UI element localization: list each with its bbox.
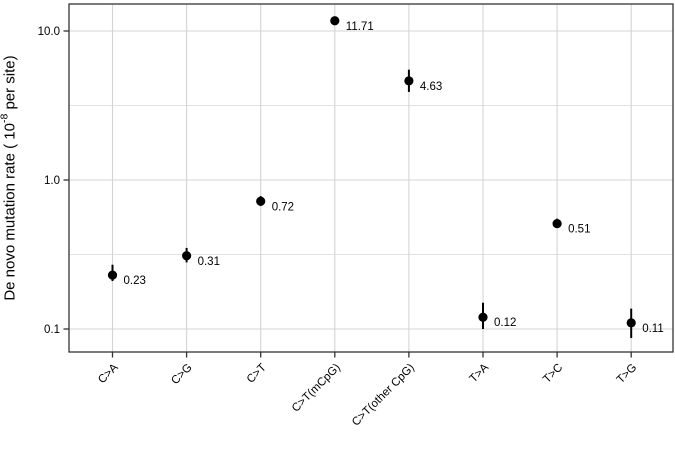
x-tick-label: C>A [96,361,121,386]
data-point [552,218,562,229]
x-tick-label: T>A [467,361,491,385]
data-point [404,76,414,86]
data-point [182,251,192,261]
x-tick-label: C>T(mCpG) [290,362,343,415]
x-tick-label: C>T(other CpG) [350,362,417,429]
data-point [626,318,636,328]
data-point-label: 0.51 [568,224,590,236]
y-tick-label: 1.0 [44,175,60,187]
data-point [256,196,266,206]
x-tick-label: T>G [615,362,640,387]
data-point-label: 4.63 [420,81,442,93]
data-point [107,270,118,280]
y-tick-label: 0.1 [44,324,60,336]
data-point-label: 0.31 [198,256,220,268]
y-tick-label: 10.0 [38,26,60,38]
data-point-label: 0.23 [124,275,146,287]
data-point-label: 0.72 [272,201,294,213]
data-point [330,16,340,26]
x-tick-label: T>C [541,362,565,386]
data-point [478,312,488,322]
data-point-label: 0.11 [642,323,664,335]
data-point-label: 0.12 [494,317,516,329]
panel-border [68,3,674,353]
x-tick-label: C>G [169,362,194,387]
y-axis-title: De novo mutation rate ( 10-8 per site) [0,55,19,300]
x-tick-label: C>T [245,362,269,386]
data-point-label: 11.71 [346,21,374,33]
